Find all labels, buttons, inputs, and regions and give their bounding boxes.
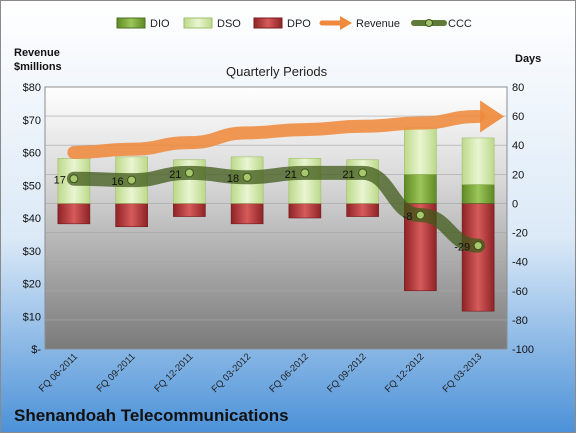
bar-dpo [288, 203, 322, 219]
ccc-marker [242, 172, 252, 182]
bar-dio [404, 174, 437, 204]
bar-dpo [461, 203, 495, 312]
ccc-marker [69, 174, 79, 184]
legend-label-dio: DIO [150, 18, 170, 30]
right-tick-label: -60 [512, 286, 528, 298]
right-tick-label: -80 [512, 315, 528, 327]
left-tick-label: $40 [23, 213, 41, 225]
ccc-marker [300, 168, 310, 178]
bar-dpo [173, 203, 206, 217]
ccc-data-label: -8 [403, 211, 413, 223]
bar-dso [461, 137, 495, 185]
right-tick-label: 60 [512, 111, 524, 123]
right-tick-label: -40 [512, 257, 528, 269]
company-name: Shenandoah Telecommunications [14, 406, 289, 425]
revenue-layer [67, 100, 505, 159]
bar-dso [404, 127, 437, 175]
left-axis-title-line1: Revenue [14, 47, 60, 59]
bar-dpo [346, 203, 379, 217]
legend: DIO DSO DPO Revenue CCC [116, 16, 472, 30]
chart-title: Quarterly Periods [226, 64, 328, 79]
left-tick-label: $70 [23, 115, 41, 127]
ccc-layer: 17 16 21 18 21 21 -8 -29 [54, 165, 486, 254]
right-tick-label: 20 [512, 169, 524, 181]
right-tick-label: 0 [512, 198, 518, 210]
revenue-arrowhead [480, 100, 505, 133]
ccc-data-label: 21 [285, 169, 297, 181]
ccc-data-label: 16 [111, 176, 123, 188]
ccc-data-label: 21 [342, 169, 354, 181]
left-tick-label: $- [31, 344, 41, 356]
left-tick-label: $10 [23, 311, 41, 323]
legend-label-revenue: Revenue [356, 18, 400, 30]
ccc-data-label: 17 [54, 175, 66, 187]
legend-swatch-dio [116, 17, 146, 29]
left-tick-label: $50 [23, 180, 41, 192]
bar-dpo [115, 203, 148, 228]
ccc-marker [358, 168, 368, 178]
legend-label-dpo: DPO [287, 18, 311, 30]
ccc-marker [473, 241, 483, 251]
left-tick-label: $20 [23, 279, 41, 291]
revenue-line [67, 109, 485, 159]
left-tick-label: $60 [23, 148, 41, 160]
left-tick-label: $80 [23, 82, 41, 94]
bar-dio [461, 184, 495, 204]
legend-arrowhead-revenue [340, 16, 352, 30]
legend-label-dso: DSO [217, 18, 241, 30]
legend-marker-ccc [425, 19, 433, 27]
bar-dpo [230, 203, 264, 225]
left-axis-title-line2: $millions [14, 61, 62, 73]
legend-swatch-dpo [253, 17, 283, 29]
right-tick-label: -20 [512, 228, 528, 240]
bar-dso [288, 158, 322, 204]
right-axis-title: Days [515, 53, 541, 65]
legend-label-ccc: CCC [448, 18, 472, 30]
ccc-marker [415, 210, 425, 220]
right-tick-label: 80 [512, 82, 524, 94]
legend-swatch-dso [183, 17, 213, 29]
ccc-data-label: -29 [454, 242, 470, 254]
right-axis-ticks: -100 -80 -60 -40 -20 0 20 40 60 80 [512, 82, 534, 356]
right-tick-label: 40 [512, 140, 524, 152]
ccc-marker [127, 175, 137, 185]
left-tick-label: $30 [23, 246, 41, 258]
left-axis-ticks: $- $10 $20 $30 $40 $50 $60 $70 $80 [23, 82, 42, 356]
ccc-data-label: 18 [227, 173, 239, 185]
right-tick-label: -100 [512, 344, 534, 356]
ccc-data-label: 21 [169, 169, 181, 181]
ccc-marker [184, 168, 194, 178]
bar-dpo [57, 203, 91, 225]
